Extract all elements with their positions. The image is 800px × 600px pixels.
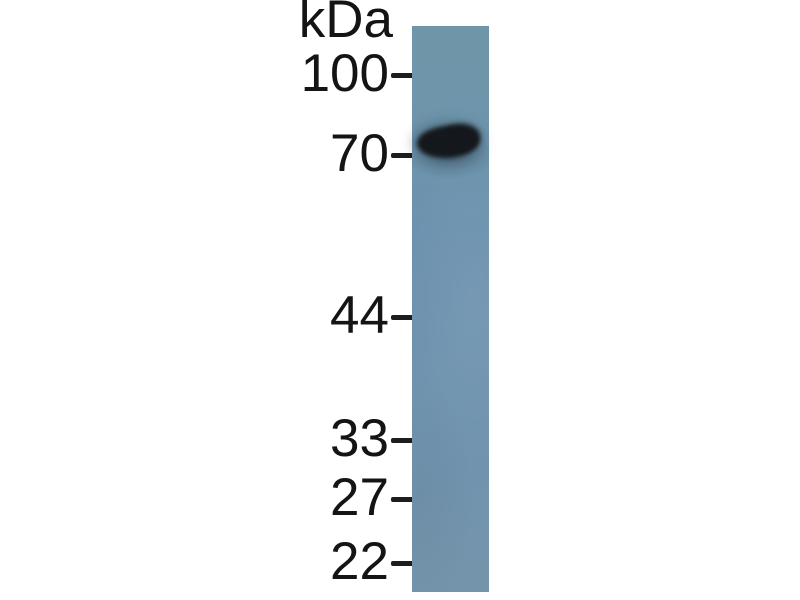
ladder-tick-mark — [391, 314, 414, 320]
blot-lane-image — [412, 26, 489, 592]
ladder-tick-mark — [391, 437, 414, 443]
ladder-marker-label: 100 — [300, 44, 389, 103]
ladder-marker-label: 22 — [330, 532, 389, 591]
ladder-marker-row: 33 — [330, 411, 414, 467]
ladder-tick-mark — [391, 72, 414, 78]
unit-label: kDa — [298, 0, 393, 49]
ladder-marker-row: 100 — [301, 46, 414, 102]
ladder-marker-label: 33 — [330, 409, 389, 468]
ladder-marker-row: 44 — [330, 288, 414, 344]
ladder-marker-label: 70 — [330, 124, 389, 183]
ladder-marker-row: 22 — [330, 534, 414, 590]
ladder-tick-mark — [391, 152, 414, 158]
ladder-marker-row: 27 — [330, 470, 414, 526]
ladder-marker-label: 44 — [330, 286, 389, 345]
lane-texture — [412, 26, 489, 592]
ladder-tick-mark — [391, 496, 414, 502]
ladder-tick-mark — [391, 560, 414, 566]
ladder-marker-row: 70 — [330, 126, 414, 182]
ladder-marker-label: 27 — [330, 468, 389, 527]
